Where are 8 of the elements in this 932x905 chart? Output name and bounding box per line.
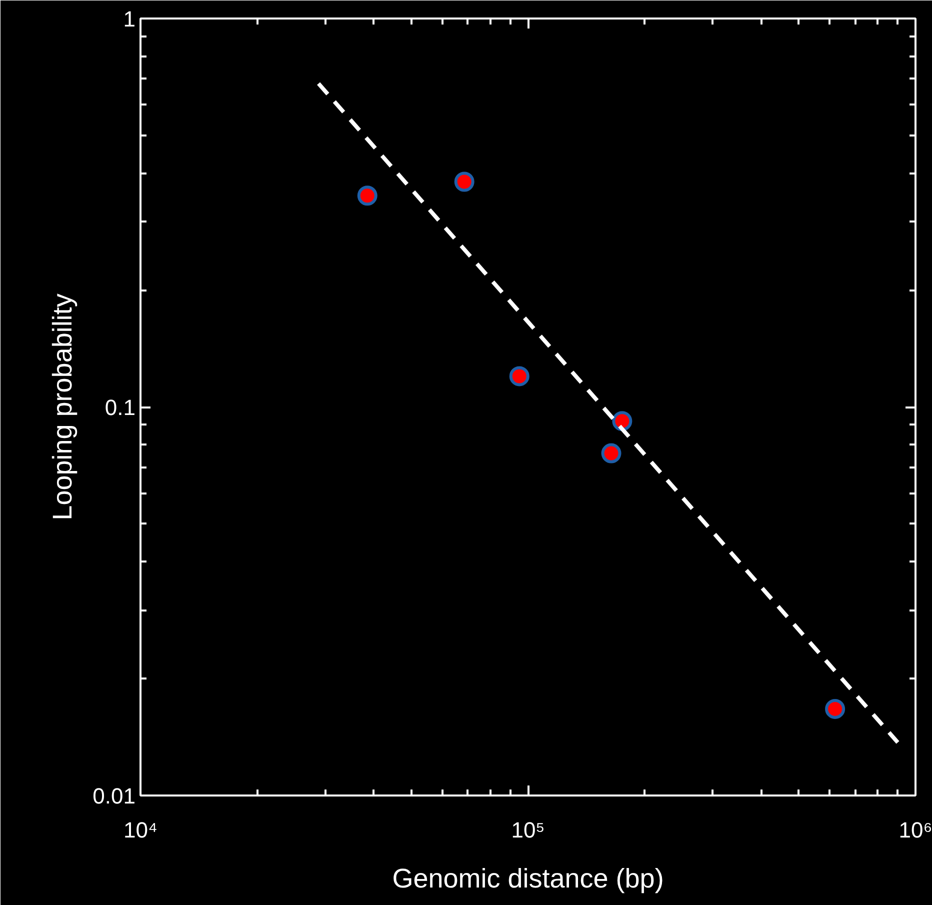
x-tick-label: 10⁶	[898, 818, 932, 842]
x-tick-label: 10⁴	[124, 818, 158, 842]
y-axis-title: Looping probability	[48, 293, 78, 520]
x-tick-label: 10⁵	[511, 818, 545, 842]
y-tick-label: 0.01	[92, 784, 136, 808]
y-tick-label: 1	[123, 6, 136, 32]
y-tick-label: 0.1	[104, 395, 136, 420]
x-axis-title: Genomic distance (bp)	[392, 864, 664, 894]
